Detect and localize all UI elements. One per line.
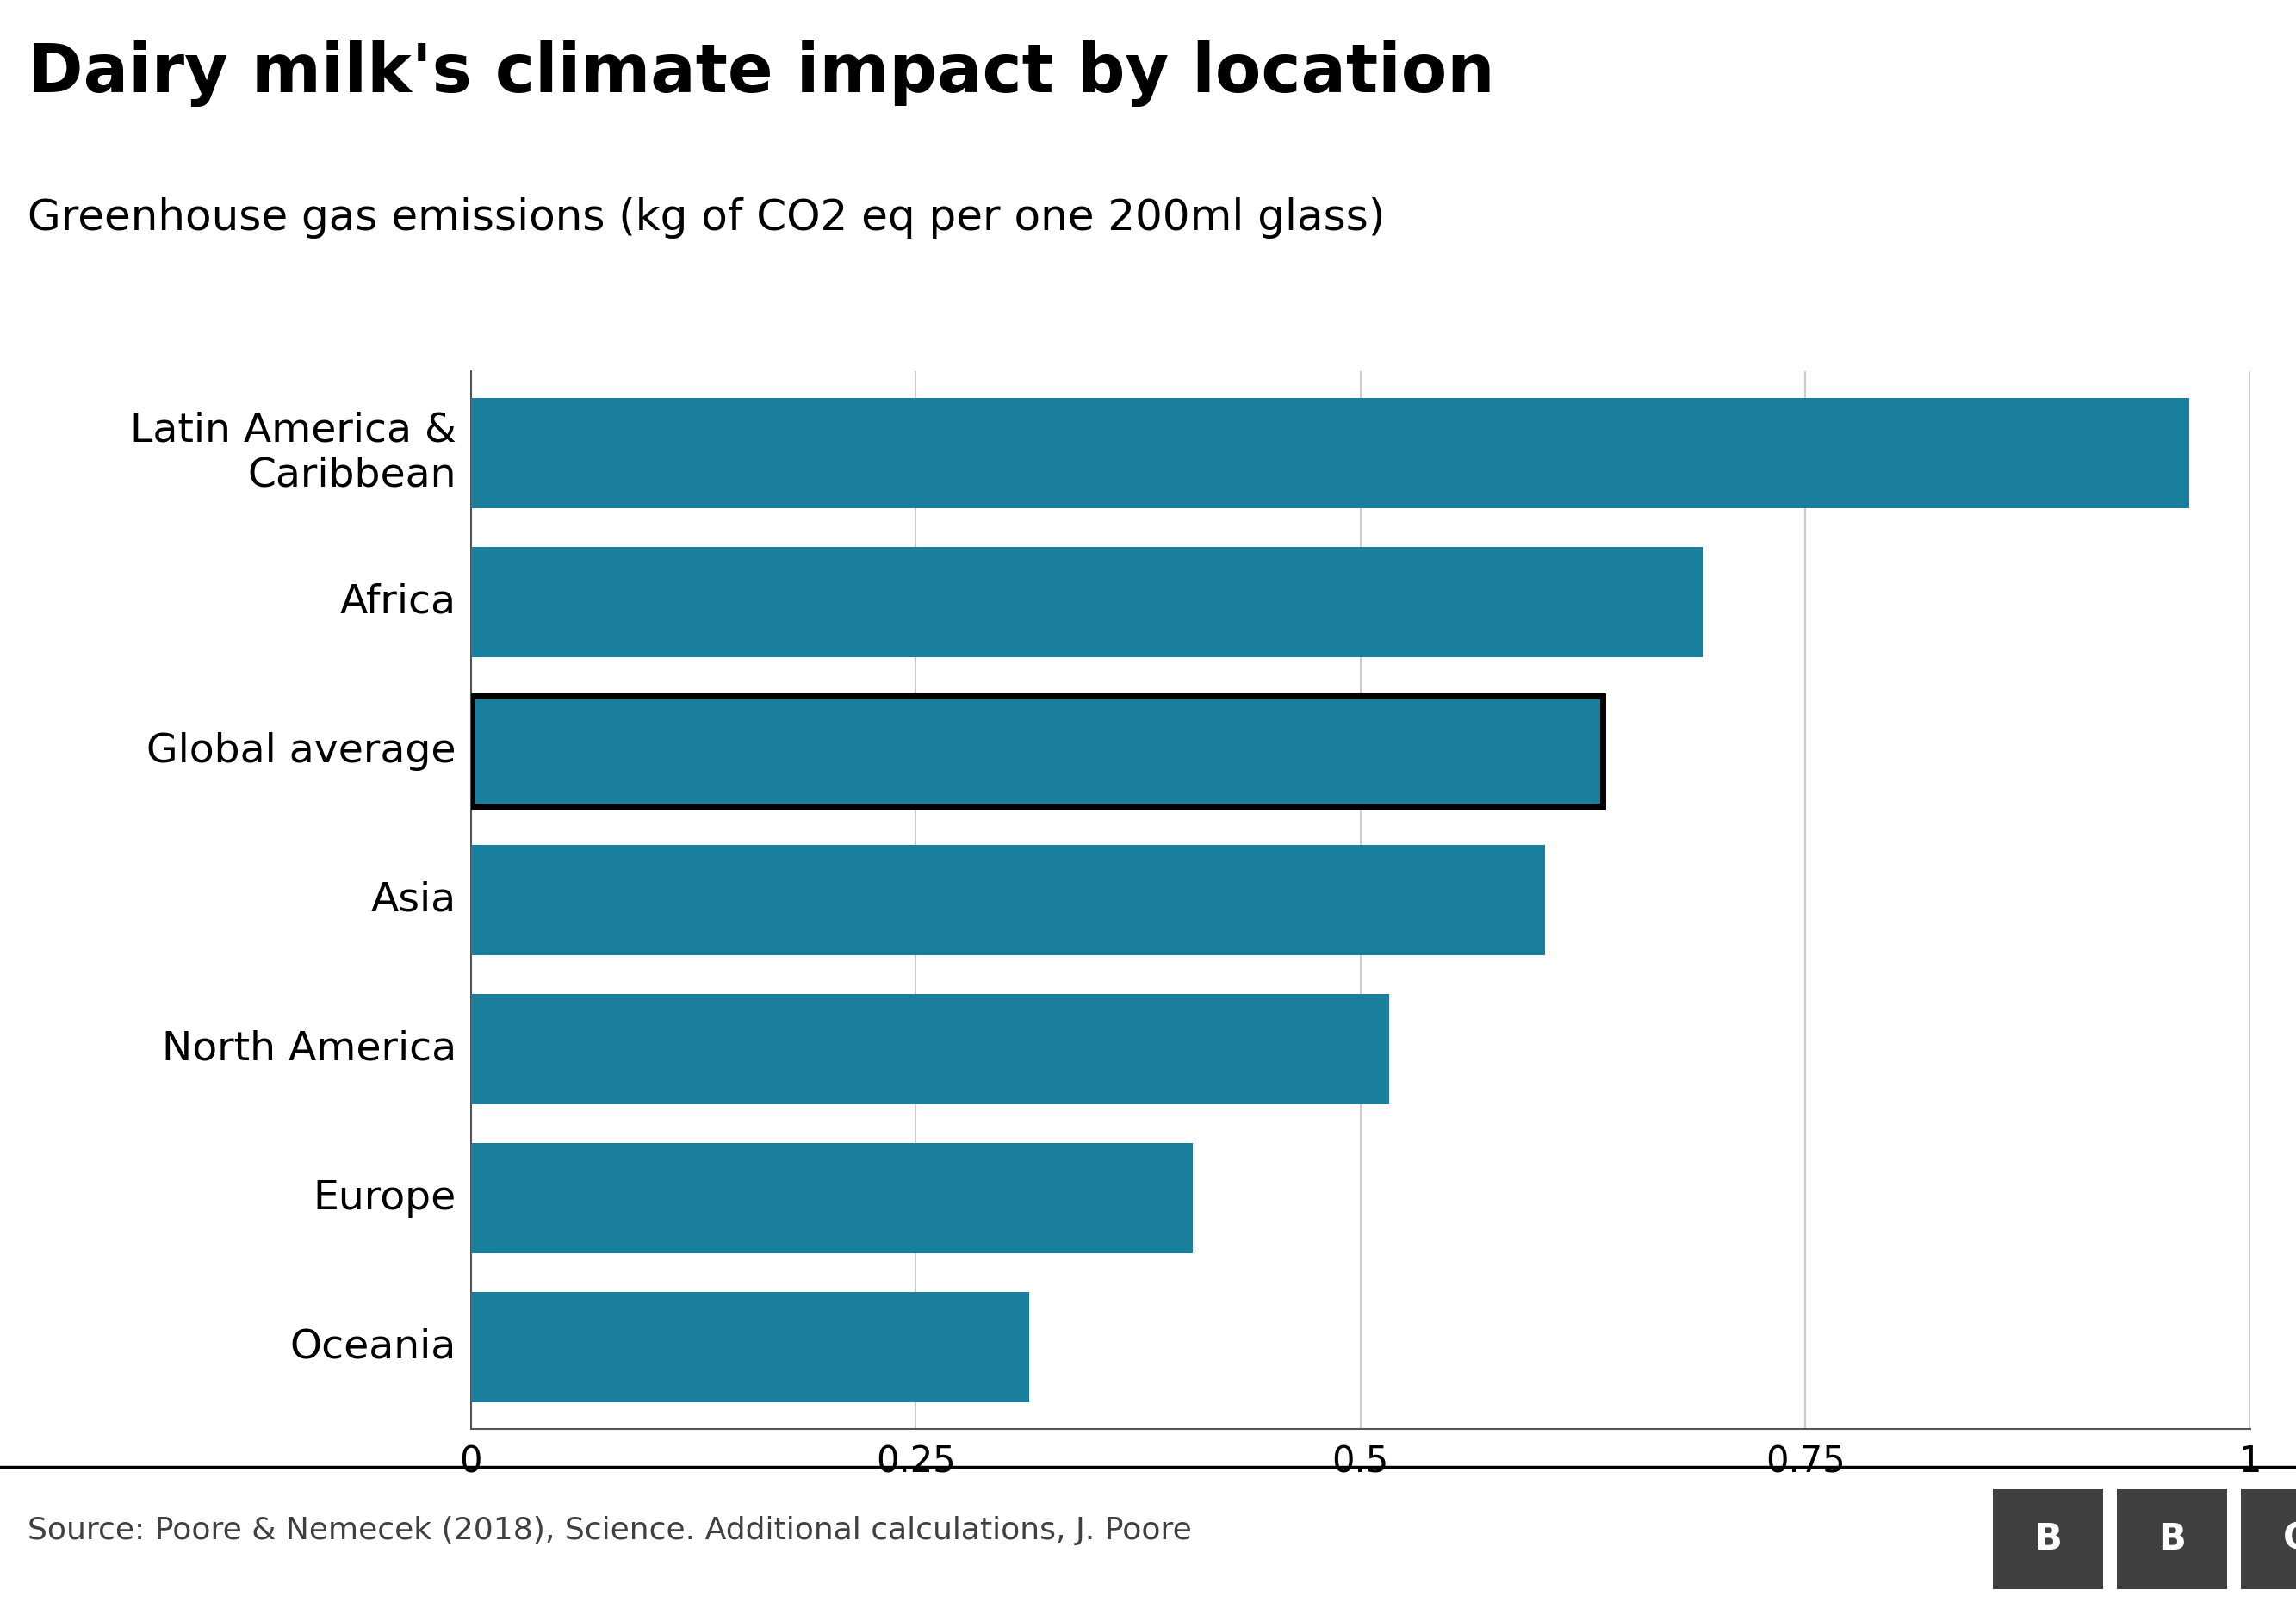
Bar bbox=[471, 399, 2190, 509]
Bar bbox=[471, 1292, 1029, 1402]
Text: Source: Poore & Nemecek (2018), Science. Additional calculations, J. Poore: Source: Poore & Nemecek (2018), Science.… bbox=[28, 1516, 1192, 1546]
Text: B: B bbox=[2034, 1521, 2062, 1557]
Bar bbox=[471, 1143, 1194, 1253]
Bar bbox=[471, 547, 1704, 657]
Bar bbox=[471, 845, 1545, 956]
Text: Dairy milk's climate impact by location: Dairy milk's climate impact by location bbox=[28, 40, 1495, 107]
Text: B: B bbox=[2158, 1521, 2186, 1557]
Bar bbox=[471, 696, 1603, 806]
Text: Greenhouse gas emissions (kg of CO2 eq per one 200ml glass): Greenhouse gas emissions (kg of CO2 eq p… bbox=[28, 197, 1384, 239]
Bar bbox=[471, 995, 1389, 1105]
Text: C: C bbox=[2282, 1521, 2296, 1557]
